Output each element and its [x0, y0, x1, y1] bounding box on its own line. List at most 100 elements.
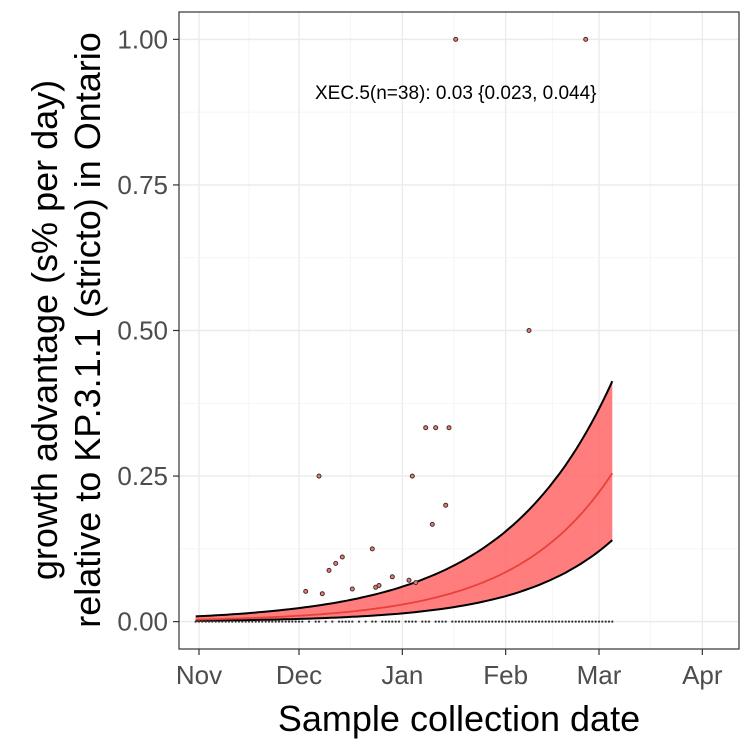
zero-point: [421, 620, 424, 623]
zero-point: [591, 620, 594, 623]
zero-point: [214, 620, 217, 623]
data-point: [433, 425, 439, 431]
zero-point: [511, 620, 514, 623]
data-point: [429, 521, 435, 527]
zero-point: [551, 620, 554, 623]
zero-point: [491, 620, 494, 623]
zero-point: [537, 620, 541, 623]
zero-point: [317, 620, 321, 623]
zero-point: [217, 620, 221, 623]
zero-point: [291, 620, 294, 623]
zero-point: [381, 620, 384, 623]
zero-point: [281, 620, 284, 623]
zero-point: [371, 620, 374, 623]
zero-point: [577, 620, 581, 623]
zero-point: [607, 620, 611, 623]
zero-point: [461, 620, 464, 623]
y-axis: 0.00 0.25 0.50 0.75 1.00: [117, 24, 179, 637]
grid-lines: [179, 12, 739, 649]
zero-point: [211, 620, 214, 623]
lower-bound-line: [195, 539, 613, 622]
zero-point: [471, 620, 474, 623]
zero-point: [221, 620, 224, 623]
data-point: [339, 554, 345, 560]
y-axis-title-line-1: growth advantage (s% per day): [24, 80, 65, 580]
zero-point: [254, 620, 257, 623]
zero-point: [567, 620, 571, 623]
data-points: [303, 36, 589, 597]
zero-point: [351, 620, 354, 623]
data-point: [409, 473, 415, 479]
zero-point: [564, 620, 567, 623]
zero-point: [414, 620, 417, 623]
zero-point: [487, 620, 491, 623]
fit-line: [195, 472, 614, 621]
zero-point: [504, 620, 507, 623]
upper-bound-line: [195, 380, 614, 618]
zero-point: [527, 620, 531, 623]
confidence-band: [195, 380, 614, 622]
zero-point: [544, 620, 547, 623]
zero-point: [324, 620, 327, 623]
data-point: [453, 36, 459, 42]
data-point: [446, 425, 452, 431]
zero-point: [571, 620, 574, 623]
y-axis-title-line-2: relative to KP.3.1.1 (stricto) in Ontari…: [67, 32, 108, 628]
zero-point: [237, 620, 241, 623]
zero-point: [357, 620, 361, 623]
zero-point: [251, 620, 254, 623]
zero-point: [271, 620, 274, 623]
zero-point: [247, 620, 251, 623]
zero-point: [481, 620, 484, 623]
zero-point: [297, 620, 301, 623]
y-tick-label: 1.00: [117, 24, 168, 54]
zero-point: [227, 620, 231, 623]
zero-point: [274, 620, 277, 623]
data-point: [319, 591, 325, 597]
zero-point: [547, 620, 551, 623]
zero-point: [231, 620, 234, 623]
zero-point: [444, 620, 447, 623]
zero-point: [234, 620, 237, 623]
ci-band-area: [195, 381, 613, 621]
zero-point: [484, 620, 487, 623]
zero-point: [241, 620, 244, 623]
zero-point: [541, 620, 544, 623]
data-point: [303, 588, 309, 594]
y-tick-label: 0.00: [117, 607, 168, 637]
zero-point: [337, 620, 341, 623]
zero-point: [534, 620, 537, 623]
data-point: [583, 36, 589, 42]
zero-point: [597, 620, 601, 623]
zero-point: [384, 620, 387, 623]
annotation-label: XEC.5(n=38): 0.03 {0.023, 0.044}: [315, 83, 597, 104]
zero-point: [427, 620, 431, 623]
zero-point: [224, 620, 227, 623]
zero-point: [521, 620, 524, 623]
data-point: [413, 580, 419, 586]
zero-point: [207, 620, 211, 623]
zero-point: [524, 620, 527, 623]
zero-point: [287, 620, 291, 623]
zero-point: [344, 620, 347, 623]
zero-point: [277, 620, 281, 623]
zero-point: [531, 620, 534, 623]
x-axis: Nov Dec Jan Feb Mar Apr: [176, 649, 723, 690]
zero-point: [457, 620, 461, 623]
zero-point: [507, 620, 511, 623]
zero-point: [557, 620, 561, 623]
zero-point: [364, 620, 367, 623]
y-tick-label: 0.50: [117, 316, 168, 346]
zero-point: [347, 620, 351, 623]
zero-point: [514, 620, 517, 623]
zero-point: [584, 620, 587, 623]
y-tick-label: 0.75: [117, 170, 168, 200]
zero-point: [391, 620, 394, 623]
zero-point: [474, 620, 477, 623]
data-point: [333, 560, 339, 566]
zero-points: [194, 620, 614, 623]
zero-point: [611, 620, 614, 623]
zero-point: [204, 620, 207, 623]
y-tick-label: 0.25: [117, 461, 168, 491]
zero-point: [374, 620, 377, 623]
